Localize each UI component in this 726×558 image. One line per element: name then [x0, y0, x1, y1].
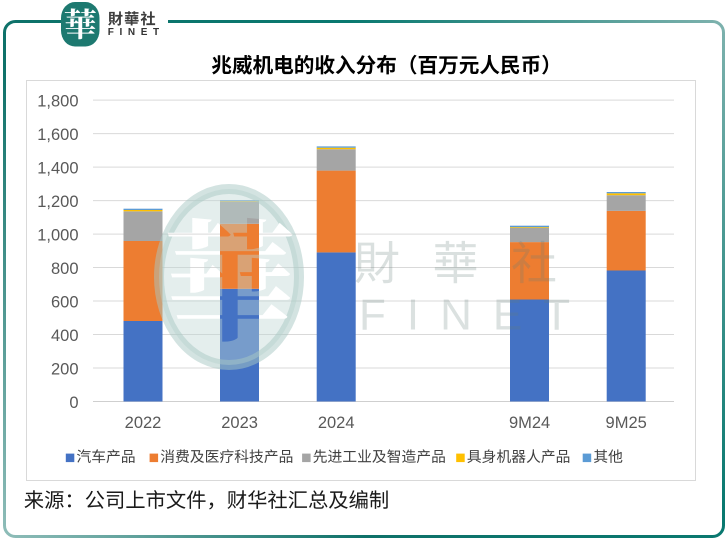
svg-text:FINET: FINET [108, 27, 165, 38]
svg-text:1,400: 1,400 [37, 160, 78, 178]
svg-text:200: 200 [51, 361, 79, 379]
svg-text:2023: 2023 [221, 414, 258, 432]
svg-text:1,800: 1,800 [37, 93, 78, 111]
svg-text:1,200: 1,200 [37, 193, 78, 211]
svg-text:2022: 2022 [125, 414, 162, 432]
svg-text:600: 600 [51, 294, 79, 312]
svg-text:2024: 2024 [318, 414, 355, 432]
svg-text:1,600: 1,600 [37, 126, 78, 144]
svg-text:9M25: 9M25 [606, 414, 647, 432]
svg-text:FINET: FINET [359, 291, 591, 340]
svg-text:800: 800 [51, 260, 79, 278]
svg-text:9M24: 9M24 [509, 414, 550, 432]
svg-text:400: 400 [51, 327, 79, 345]
svg-text:1,000: 1,000 [37, 227, 78, 245]
svg-text:0: 0 [69, 394, 78, 412]
